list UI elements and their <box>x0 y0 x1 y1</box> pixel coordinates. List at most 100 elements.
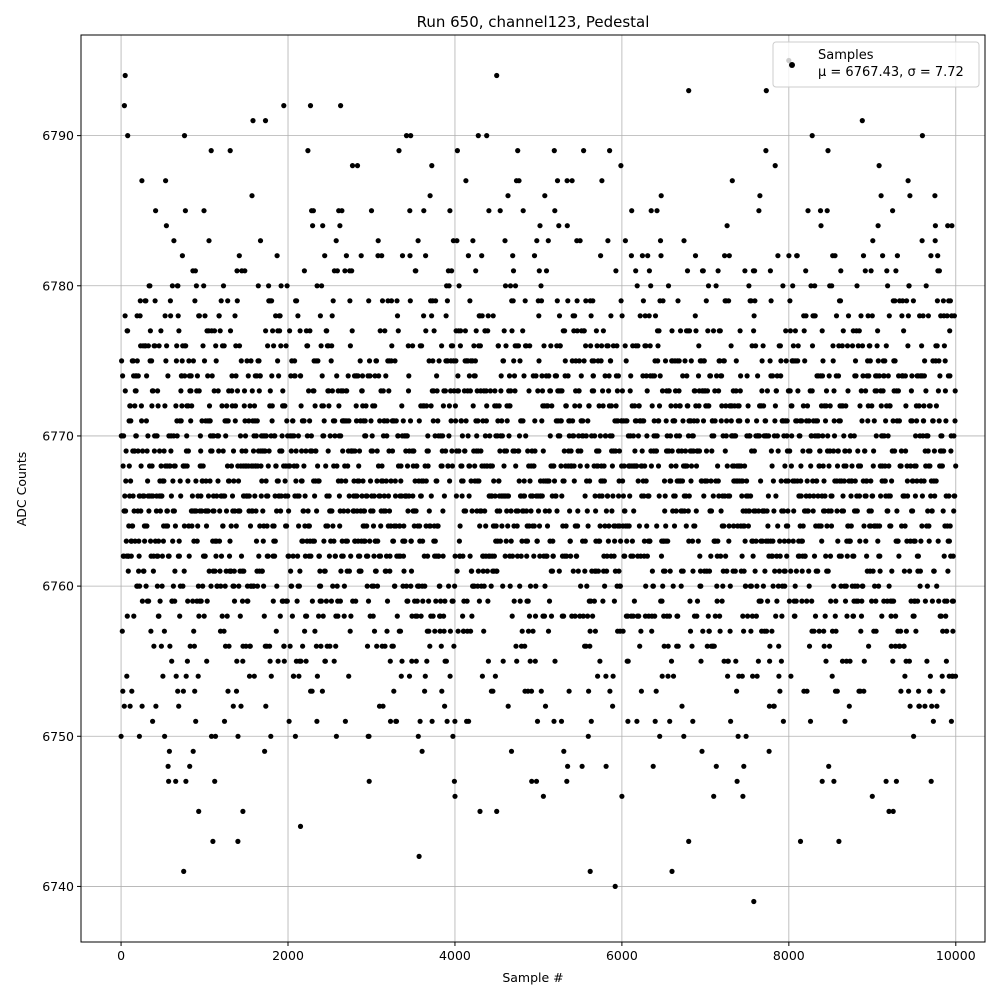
data-point <box>441 628 447 634</box>
data-point <box>829 673 835 679</box>
data-point <box>604 568 610 574</box>
data-point <box>150 718 156 724</box>
data-point <box>753 613 760 619</box>
data-point <box>468 478 474 484</box>
data-point <box>812 613 819 619</box>
data-point <box>903 628 910 634</box>
data-point <box>472 463 478 469</box>
data-point <box>733 388 739 394</box>
data-point <box>637 313 643 319</box>
data-point <box>188 418 194 424</box>
data-point <box>474 433 480 439</box>
data-point <box>847 658 853 664</box>
data-point <box>217 568 223 574</box>
data-point <box>859 598 865 604</box>
data-point <box>846 703 852 709</box>
data-point <box>620 628 626 634</box>
data-point <box>133 433 139 439</box>
y-tick-label: 6760 <box>42 579 74 594</box>
data-point <box>514 523 520 529</box>
data-point <box>583 643 589 649</box>
data-point <box>666 388 672 394</box>
data-point <box>230 448 237 454</box>
data-point <box>423 253 429 259</box>
data-point <box>911 733 917 739</box>
data-point <box>429 718 435 724</box>
data-point <box>546 478 552 484</box>
data-point <box>382 643 388 649</box>
data-point <box>400 418 406 424</box>
data-point <box>515 508 521 514</box>
data-point <box>149 403 155 409</box>
data-point <box>512 283 519 289</box>
data-point <box>799 538 806 544</box>
data-point <box>759 388 765 394</box>
data-point <box>314 283 320 289</box>
data-point <box>225 298 231 304</box>
data-point <box>508 388 514 394</box>
data-point <box>462 448 468 454</box>
data-point <box>927 673 934 679</box>
data-point <box>902 673 908 679</box>
x-tick-label: 8000 <box>773 948 805 963</box>
data-point <box>273 463 279 469</box>
data-point <box>193 508 199 514</box>
data-point <box>482 508 488 514</box>
data-point <box>417 718 423 724</box>
data-point <box>284 523 290 529</box>
data-point <box>403 583 410 589</box>
data-point <box>329 388 335 394</box>
data-point <box>893 268 899 274</box>
data-point <box>409 613 415 619</box>
data-point <box>949 223 955 229</box>
data-point <box>510 253 516 259</box>
data-point <box>561 613 567 619</box>
data-point <box>622 508 628 514</box>
data-point <box>241 403 247 409</box>
data-point <box>748 493 754 499</box>
data-point <box>343 253 349 259</box>
data-point <box>564 178 570 184</box>
data-point <box>842 718 848 724</box>
data-point <box>270 328 276 334</box>
data-point <box>910 298 917 304</box>
data-point <box>228 523 234 529</box>
data-point <box>769 553 776 559</box>
data-point <box>867 358 873 364</box>
data-point <box>282 478 288 484</box>
data-point <box>466 718 472 724</box>
data-point <box>480 568 486 574</box>
data-point <box>231 598 238 604</box>
data-point <box>659 388 666 394</box>
data-point <box>936 418 942 424</box>
data-point <box>735 733 741 739</box>
data-point <box>729 178 735 184</box>
data-point <box>363 433 369 439</box>
data-point <box>189 523 195 529</box>
data-point <box>511 373 518 379</box>
data-point <box>863 493 869 499</box>
data-point <box>947 298 954 304</box>
data-point-outlier <box>281 103 287 109</box>
data-point <box>233 373 239 379</box>
data-point <box>558 418 564 424</box>
data-point <box>705 613 711 619</box>
data-point <box>320 403 326 409</box>
data-point <box>515 148 521 154</box>
data-point <box>422 673 428 679</box>
data-point <box>887 493 893 499</box>
data-point <box>144 373 150 379</box>
data-point <box>450 343 456 349</box>
data-point <box>751 328 757 334</box>
data-point <box>326 493 332 499</box>
data-point <box>531 463 537 469</box>
data-point <box>947 373 953 379</box>
data-point <box>209 448 215 454</box>
data-point <box>837 298 844 304</box>
data-point <box>892 358 898 364</box>
data-point <box>338 568 344 574</box>
data-point <box>442 598 448 604</box>
data-point <box>631 508 637 514</box>
data-point <box>503 538 509 544</box>
data-point <box>596 403 602 409</box>
